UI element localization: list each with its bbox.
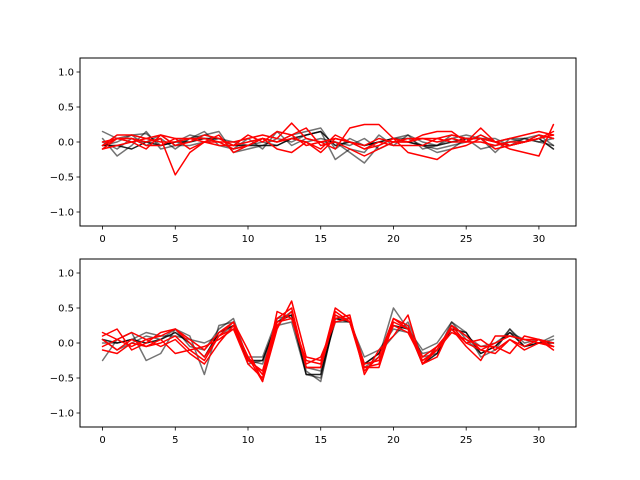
- x-tick-label: 0: [99, 234, 105, 245]
- x-tick-label: 25: [460, 435, 473, 446]
- y-tick-label: −0.5: [50, 173, 74, 184]
- x-tick-label: 15: [314, 435, 327, 446]
- y-tick-label: 1.0: [58, 269, 74, 280]
- series-line-8: [101, 317, 555, 376]
- y-tick-label: 0.5: [58, 304, 74, 315]
- x-tick-label: 10: [242, 435, 255, 446]
- series-line-7: [101, 130, 555, 154]
- series-line-3: [101, 314, 555, 376]
- y-tick-label: −1.0: [50, 409, 74, 420]
- x-tick-label: 30: [533, 234, 546, 245]
- series-line-5: [101, 307, 555, 383]
- x-tick-label: 5: [172, 435, 178, 446]
- y-tick-label: 0.0: [58, 339, 74, 350]
- x-tick-label: 5: [172, 234, 178, 245]
- x-tick-label: 10: [242, 234, 255, 245]
- series-line-9: [101, 123, 555, 161]
- x-tick-label: 30: [533, 435, 546, 446]
- y-tick-label: 0.0: [58, 138, 74, 149]
- x-tick-label: 0: [99, 435, 105, 446]
- y-tick-label: −0.5: [50, 374, 74, 385]
- x-tick-label: 20: [387, 234, 400, 245]
- x-tick-label: 15: [314, 234, 327, 245]
- series-line-6: [101, 122, 555, 147]
- y-tick-label: −1.0: [50, 208, 74, 219]
- y-tick-label: 0.5: [58, 103, 74, 114]
- x-tick-label: 25: [460, 234, 473, 245]
- x-tick-label: 20: [387, 435, 400, 446]
- series-line-8: [101, 127, 555, 157]
- top-subplot: 0 5 10 15 20 25 30 −1.0 −0.5 0.0 0.5 1.0: [50, 57, 577, 245]
- bottom-subplot: 0 5 10 15 20 25 30 −1.0 −0.5 0.0 0.5 1.0: [50, 258, 577, 446]
- y-tick-label: 1.0: [58, 68, 74, 79]
